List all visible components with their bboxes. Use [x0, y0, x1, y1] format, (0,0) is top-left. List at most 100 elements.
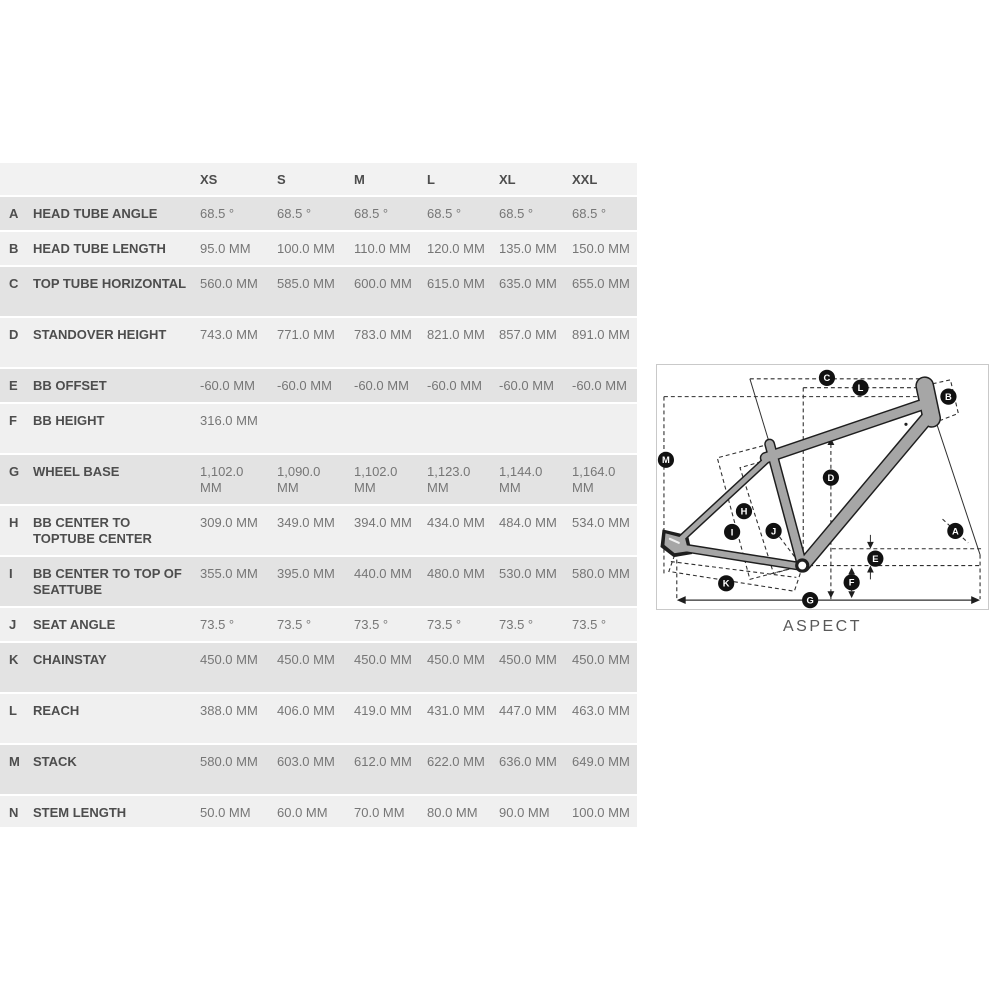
cell-value: 68.5 ° — [277, 206, 312, 221]
cell-value: 450.0 MM — [200, 652, 258, 667]
table-row-n: N STEM LENGTH 50.0 MM 60.0 MM 70.0 MM 80.0 MM… — [0, 796, 637, 827]
row-letter: C — [9, 276, 19, 291]
wheelbase-arrow-right — [971, 596, 981, 605]
diagram-badge-letter: C — [824, 373, 831, 383]
cell-value: 349.0 MM — [277, 515, 335, 530]
bb-to-toptube-box — [739, 459, 803, 575]
seattube-axis-extension — [749, 378, 771, 445]
table-row-f: F BB HEIGHT 316.0 MM — [0, 404, 637, 453]
row-letter: J — [9, 617, 17, 632]
diagram-badge-letter: H — [741, 507, 748, 517]
diagram-badge-letter: J — [771, 526, 776, 536]
cell-value: 355.0 MM — [200, 566, 258, 581]
cell-value — [270, 404, 347, 453]
cell-value: 394.0 MM — [354, 515, 412, 530]
diagram-badge-b — [940, 388, 957, 405]
cell-value: 1,164.0 MM — [565, 455, 637, 504]
frame-diagram-svg: A B C D E F G HI J K L M — [657, 369, 982, 609]
size-column-header-m: M — [354, 172, 365, 187]
cell-value: -60.0 MM — [499, 378, 554, 393]
cell-value — [347, 404, 420, 453]
headset-bolt — [904, 422, 908, 426]
cell-value: 463.0 MM — [572, 703, 630, 718]
row-label: REACH — [33, 703, 80, 718]
standover-arrow-bottom — [827, 591, 835, 599]
cell-value: 585.0 MM — [277, 276, 335, 291]
diagram-badge-f — [843, 574, 860, 591]
bb-offset-arrow-up — [867, 565, 874, 573]
cell-value: 1,144.0 MM — [492, 455, 565, 504]
arrowheads — [676, 438, 981, 605]
cell-value: 440.0 MM — [354, 566, 412, 581]
cell-value: 450.0 MM — [354, 652, 412, 667]
bottom-bracket-inner — [798, 561, 807, 570]
row-letter: F — [9, 413, 17, 428]
cell-value: 73.5 ° — [572, 617, 607, 632]
size-column-header-l: L — [427, 172, 435, 187]
cell-value: 60.0 MM — [277, 805, 328, 820]
cell-value-wrapped: 1,123.0 MM — [427, 464, 471, 495]
cell-value: 771.0 MM — [277, 327, 335, 342]
cell-value: 419.0 MM — [354, 703, 412, 718]
diagram-badge-letter: A — [952, 526, 959, 536]
table-row-d: D STANDOVER HEIGHT 743.0 MM 771.0 MM 783.0 M… — [0, 318, 637, 367]
diagram-badge-letter: L — [858, 383, 864, 393]
table-row-j: J SEAT ANGLE 73.5 ° 73.5 ° 73.5 ° 73.5 ° 73.5 … — [0, 608, 637, 641]
cell-value: 73.5 ° — [200, 617, 235, 632]
cell-value: 309.0 MM — [200, 515, 258, 530]
row-label: HEAD TUBE LENGTH — [33, 241, 166, 256]
cell-value: 450.0 MM — [277, 652, 335, 667]
geometry-table: XS S M L XL XXL A HEAD TUBE ANGLE 68.5 ° 68.5 ° 6… — [0, 161, 637, 829]
cell-value: 100.0 MM — [277, 241, 335, 256]
cell-value: 73.5 ° — [427, 617, 462, 632]
dropout-slot — [668, 537, 680, 544]
row-letter: K — [9, 652, 19, 667]
diagram-badge-k — [718, 575, 735, 592]
diagram-badge-letter: E — [872, 554, 878, 564]
cell-value: 135.0 MM — [499, 241, 557, 256]
table-header-row: XS S M L XL XXL — [0, 163, 637, 195]
size-column-header-xl: XL — [499, 172, 516, 187]
row-letter: H — [9, 515, 19, 530]
row-letter: B — [9, 241, 19, 256]
row-label: BB CENTER TO TOP OF SEATTUBE — [33, 566, 182, 597]
diagram-badge-d — [822, 469, 839, 486]
cell-value: -60.0 MM — [427, 378, 482, 393]
diagram-letter-badges: A B C D E F G HI J K L M — [657, 369, 964, 609]
cell-value: 1,123.0 MM — [420, 455, 492, 504]
cell-value: 73.5 ° — [499, 617, 534, 632]
cell-value — [420, 404, 492, 453]
cell-value: 580.0 MM — [200, 754, 258, 769]
size-column-header-s: S — [277, 172, 286, 187]
row-label: HEAD TUBE ANGLE — [33, 206, 158, 221]
cell-value-wrapped: 1,102.0 MM — [200, 464, 244, 495]
diagram-badge-letter: F — [849, 578, 855, 588]
cell-value: 395.0 MM — [277, 566, 335, 581]
frame-fill-layer — [664, 377, 940, 571]
cell-value: 90.0 MM — [499, 805, 550, 820]
cell-value: 649.0 MM — [572, 754, 630, 769]
row-label: STANDOVER HEIGHT — [33, 327, 167, 342]
cell-value: -60.0 MM — [277, 378, 332, 393]
cell-value: 450.0 MM — [572, 652, 630, 667]
cell-value: 612.0 MM — [354, 754, 412, 769]
header-spacer — [0, 163, 26, 195]
cell-value: 891.0 MM — [572, 327, 630, 342]
cell-value: 821.0 MM — [427, 327, 485, 342]
cell-value: 110.0 MM — [354, 241, 411, 256]
table-row-k: K CHAINSTAY 450.0 MM 450.0 MM 450.0 MM 450.0 … — [0, 643, 637, 692]
cell-value — [492, 404, 565, 453]
cell-value: 743.0 MM — [200, 327, 258, 342]
diagram-badge-letter: B — [945, 392, 952, 402]
row-letter: M — [9, 754, 20, 769]
cell-value: 120.0 MM — [427, 241, 485, 256]
cell-value: 580.0 MM — [572, 566, 630, 581]
cell-value: 534.0 MM — [572, 515, 630, 530]
diagram-badge-h — [735, 503, 753, 520]
cell-value — [565, 404, 637, 453]
cell-value: 1,102.0 MM — [193, 455, 270, 504]
diagram-badge-m — [657, 451, 675, 468]
table-row-h: H BB CENTER TO TOPTUBE CENTER 309.0 MM 349.… — [0, 506, 637, 555]
diagram-badge-letter: G — [807, 595, 814, 605]
cell-value: 450.0 MM — [499, 652, 557, 667]
